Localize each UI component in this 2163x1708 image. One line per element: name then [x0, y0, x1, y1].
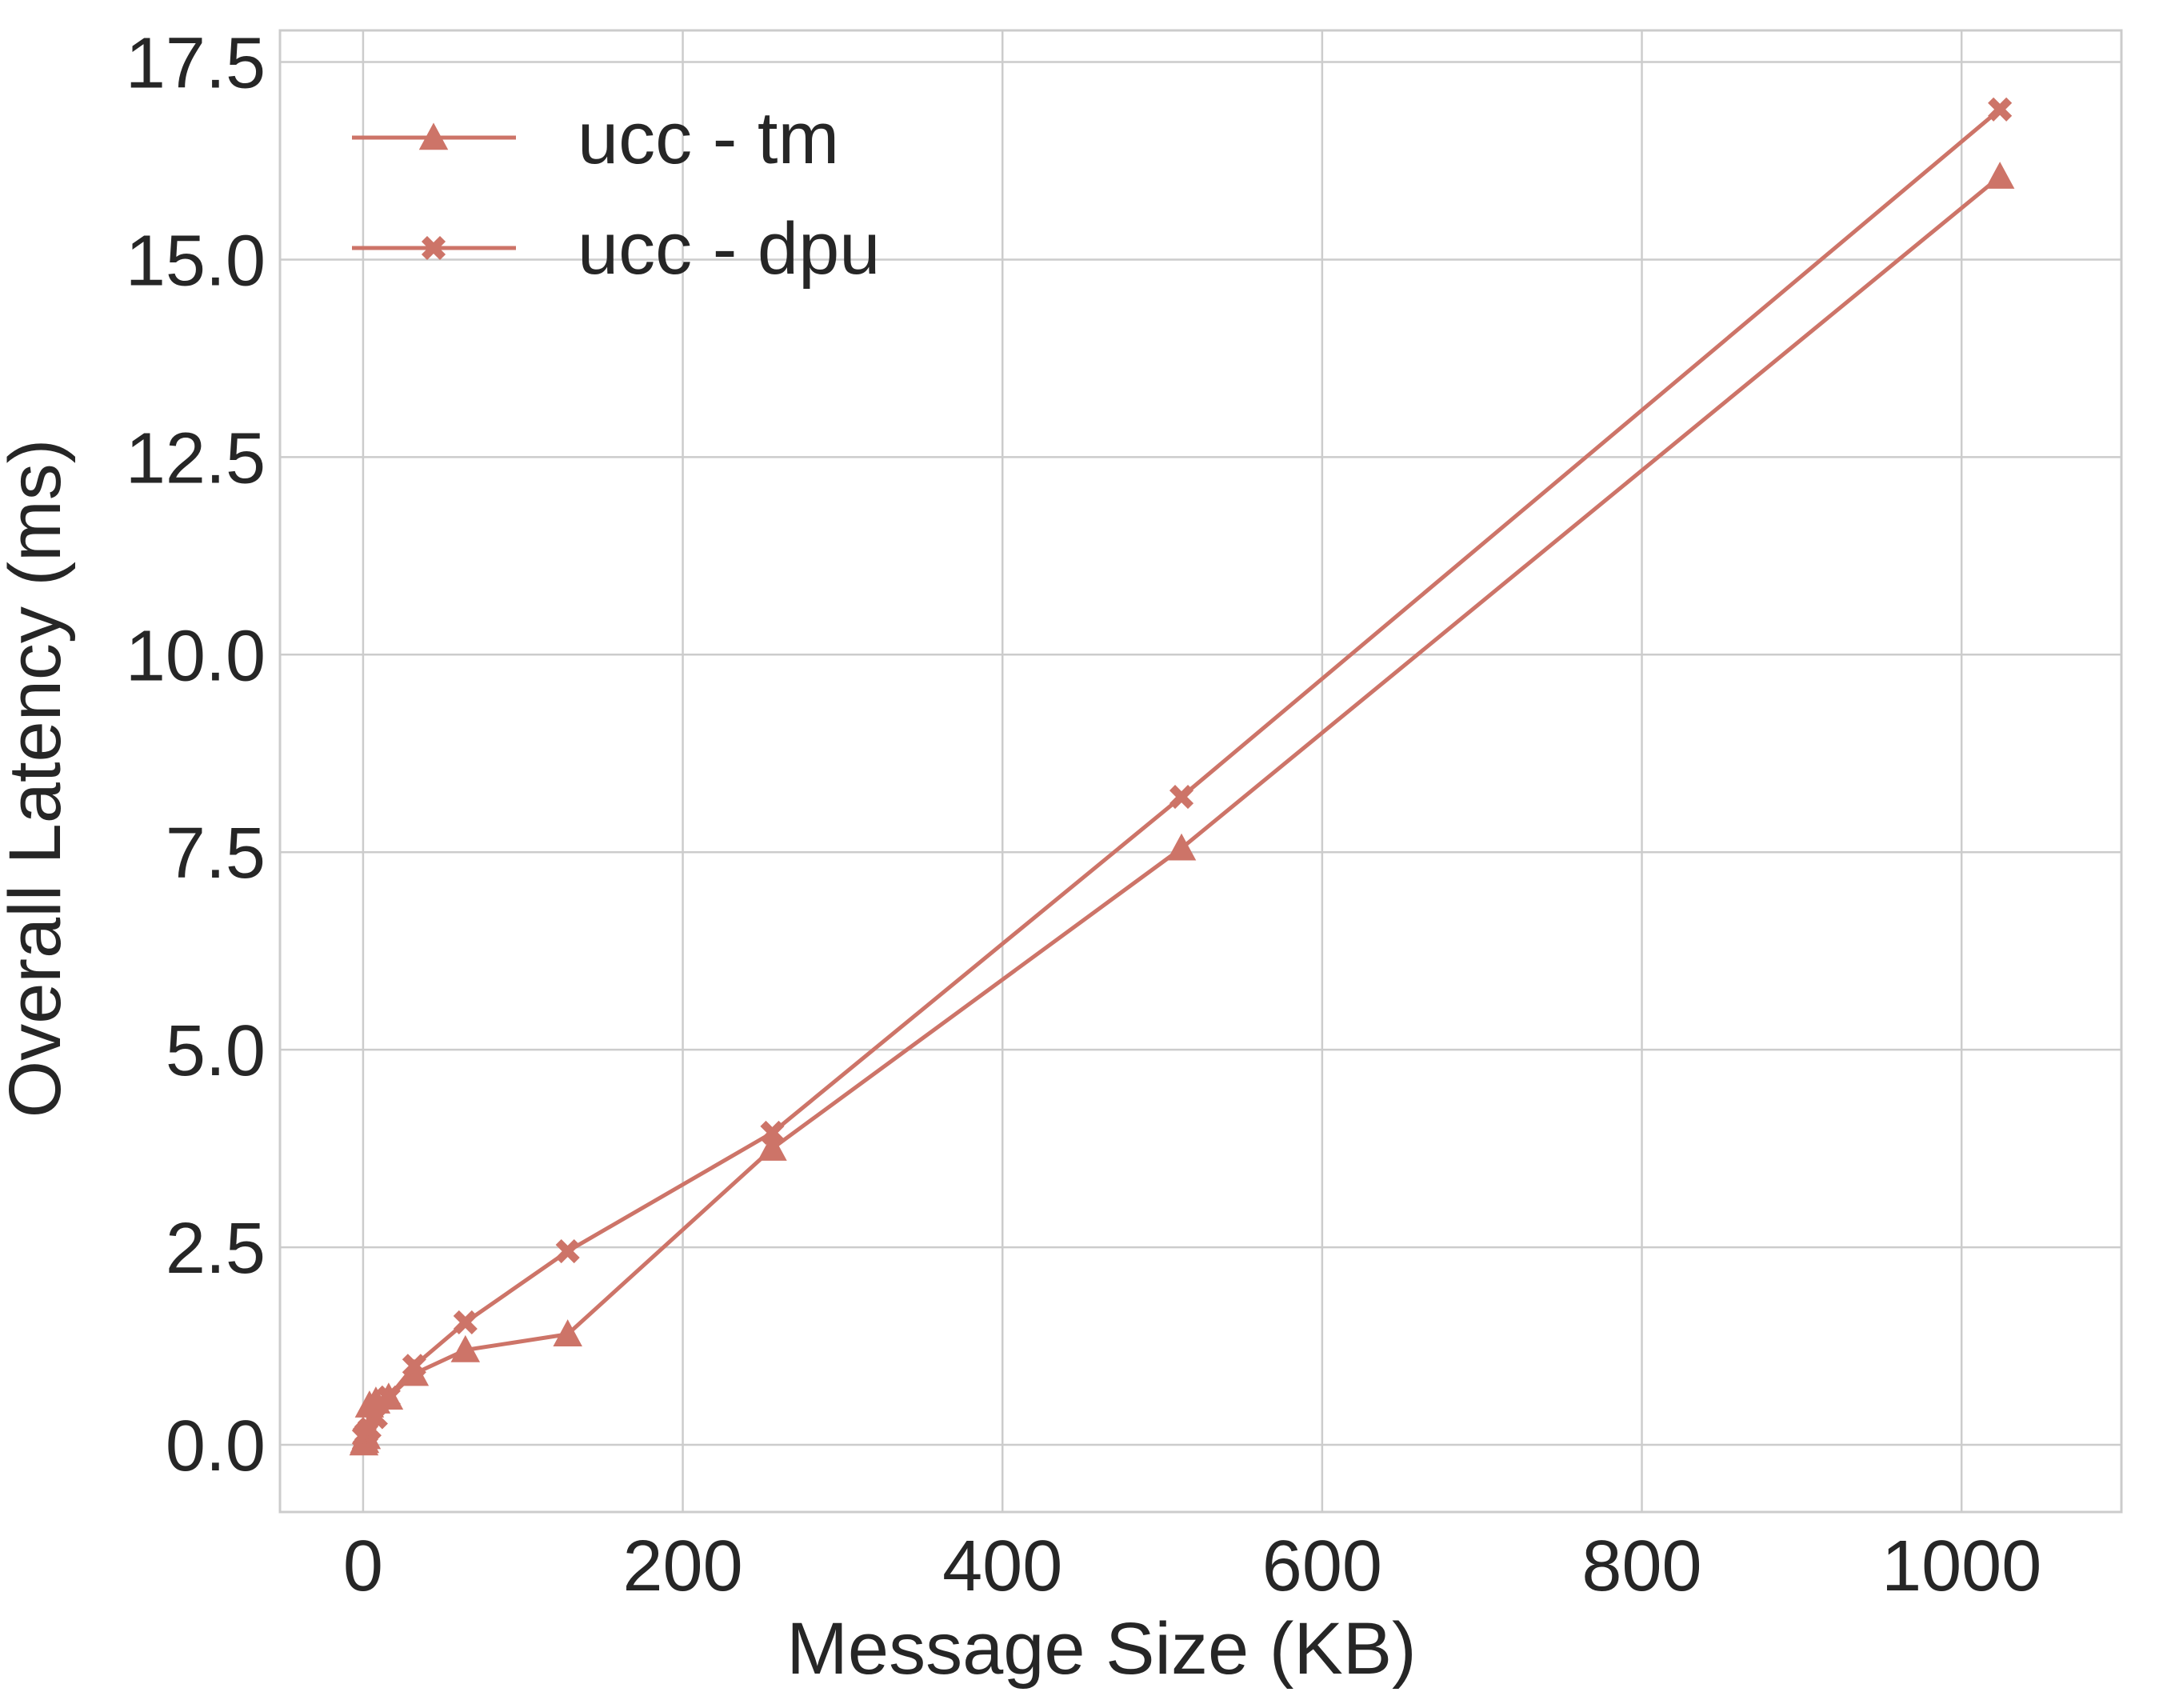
legend-label: ucc - dpu — [578, 208, 880, 290]
series-layer — [349, 97, 2015, 1456]
legend-marker — [418, 122, 449, 150]
grid-lines — [280, 30, 2121, 1512]
y-tick-label: 7.5 — [166, 814, 266, 894]
data-point — [450, 1334, 481, 1362]
data-point — [1169, 785, 1194, 810]
y-tick-label: 12.5 — [126, 418, 266, 498]
x-tick-label: 400 — [942, 1526, 1062, 1606]
data-point — [1985, 162, 2015, 189]
series-ucc-dpu — [351, 97, 2013, 1450]
y-tick-label: 10.0 — [126, 616, 266, 696]
x-tick-label: 1000 — [1881, 1526, 2041, 1606]
data-point — [1166, 833, 1197, 861]
y-tick-label: 17.5 — [126, 24, 266, 104]
legend-item: ucc - tm — [352, 98, 839, 179]
y-tick-label: 15.0 — [126, 221, 266, 301]
x-axis-label: Message Size (KB) — [786, 1608, 1416, 1690]
data-point — [553, 1319, 582, 1346]
data-point — [760, 1120, 785, 1145]
legend-marker — [421, 235, 446, 261]
data-point — [376, 1385, 401, 1410]
x-tick-label: 200 — [622, 1526, 742, 1606]
data-point — [555, 1238, 580, 1264]
x-tick-labels: 0 200 400 600 800 1000 — [343, 1526, 2041, 1606]
y-tick-label: 0.0 — [166, 1406, 266, 1486]
data-point — [758, 1134, 787, 1161]
data-point — [363, 1405, 388, 1430]
legend-item: ucc - dpu — [352, 208, 880, 290]
plot-area-frame — [278, 29, 2123, 1514]
y-tick-labels: 0.0 2.5 5.0 7.5 10.0 12.5 15.0 17.5 — [126, 24, 266, 1487]
y-tick-label: 5.0 — [166, 1011, 266, 1091]
legend: ucc - tm ucc - dpu — [352, 98, 880, 290]
legend-label: ucc - tm — [578, 98, 839, 179]
x-tick-label: 0 — [343, 1526, 383, 1606]
data-point — [453, 1310, 478, 1335]
data-point — [402, 1354, 426, 1378]
x-tick-label: 800 — [1581, 1526, 1701, 1606]
y-axis-label: Overall Latency (ms) — [0, 439, 76, 1118]
data-point — [1988, 97, 2013, 122]
y-tick-label: 2.5 — [166, 1209, 266, 1289]
x-tick-label: 600 — [1262, 1526, 1382, 1606]
